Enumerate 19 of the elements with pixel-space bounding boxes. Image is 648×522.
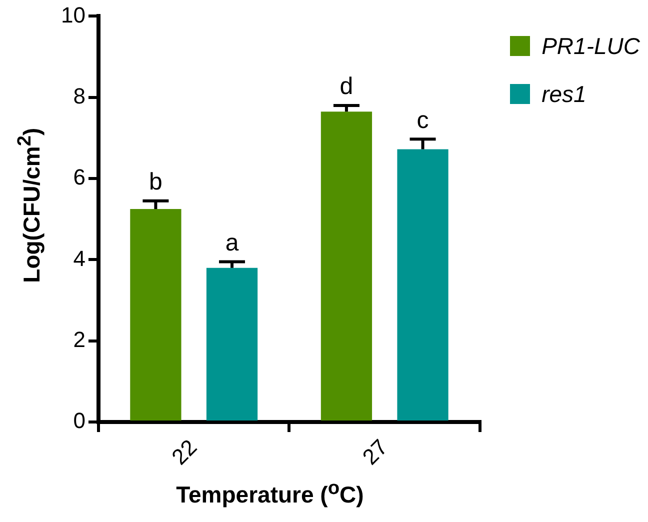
- data-label: c: [416, 106, 429, 134]
- bar: [130, 208, 182, 421]
- bar: [397, 149, 448, 421]
- legend-label: res1: [542, 80, 586, 109]
- legend-label: PR1-LUC: [542, 32, 640, 61]
- data-label: b: [149, 168, 162, 196]
- y-tick-label: 8: [73, 83, 86, 108]
- y-tick-label: 6: [73, 164, 86, 190]
- data-label: a: [225, 229, 240, 256]
- data-label: d: [340, 73, 354, 100]
- y-tick-label: 0: [73, 408, 86, 434]
- y-tick-label: 10: [60, 2, 86, 28]
- bar: [206, 268, 258, 421]
- bar: [320, 112, 372, 421]
- y-tick-label: 4: [73, 246, 86, 271]
- y-tick-label: 2: [73, 326, 86, 352]
- x-axis-title: Temperature ($^{o}$C): [175, 478, 365, 509]
- x-tick-label: 27: [357, 434, 392, 470]
- x-tick-label: 22: [166, 434, 202, 470]
